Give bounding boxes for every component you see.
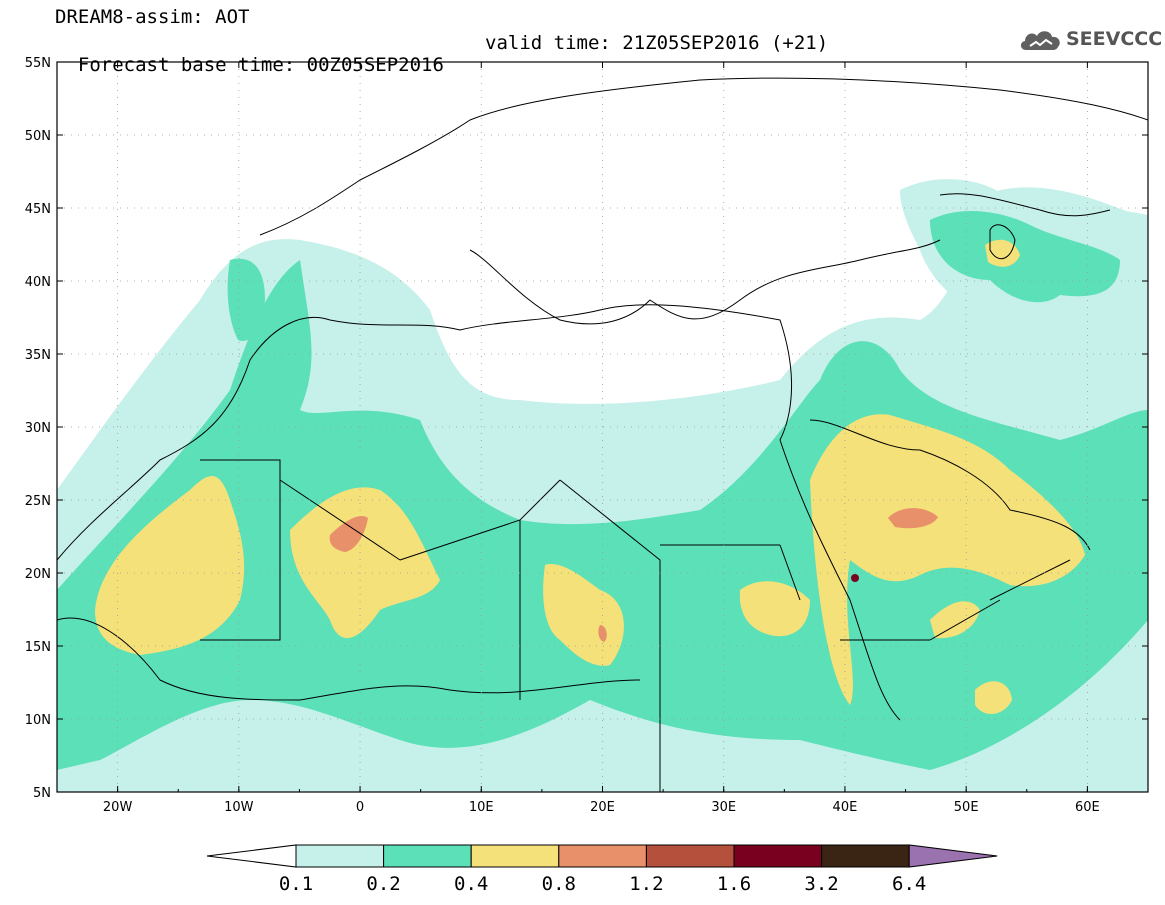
lat-label: 15N [25, 640, 51, 655]
lat-label: 30N [25, 421, 51, 436]
seevccc-logo: SEEVCCC [1018, 24, 1162, 56]
colorbar-swatch [645, 844, 735, 868]
lat-label: 5N [33, 786, 51, 801]
colorbar-swatch [383, 844, 472, 868]
grid-lines [57, 61, 1148, 793]
aot-level-0.8 [329, 508, 938, 642]
coastlines [57, 77, 1148, 792]
lat-label: 40N [25, 275, 51, 290]
aot-level-0.2 [57, 210, 1148, 770]
longitude-labels: 20W 10W 0 10E 20E 30E 40E 50E 60E [103, 800, 1100, 815]
colorbar-level-label: 0.8 [542, 873, 576, 895]
colorbar-level-label: 1.6 [717, 873, 751, 895]
latitude-labels: 55N 50N 45N 40N 35N 30N 25N 20N 15N 10N 5N [25, 56, 51, 801]
colorbar-swatch [821, 844, 910, 868]
colorbar-swatch [295, 844, 385, 868]
lon-label: 10E [469, 800, 494, 815]
lon-label: 0 [356, 800, 364, 815]
colorbar [206, 844, 998, 868]
lon-label: 20E [590, 800, 615, 815]
colorbar-level-label: 0.2 [366, 873, 400, 895]
lon-label: 20W [103, 800, 133, 815]
aot-level-1.6 [851, 574, 859, 582]
aot-level-0.4 [95, 239, 1085, 715]
lon-label: 50E [954, 800, 979, 815]
axis-ticks [56, 61, 1149, 793]
forecast-times: Forecast base time: 00Z05SEP2016 valid t… [55, 32, 828, 98]
base-time: Forecast base time: 00Z05SEP2016 [77, 54, 444, 76]
valid-time: valid time: 21Z05SEP2016 (+21) [485, 32, 829, 54]
colorbar-labels: 0.1 0.2 0.4 0.8 1.2 1.6 3.2 6.4 [279, 873, 927, 895]
lon-label: 10W [224, 800, 254, 815]
lat-label: 35N [25, 348, 51, 363]
colorbar-swatch [733, 844, 823, 868]
lon-label: 40E [833, 800, 858, 815]
colorbar-under-arrow [206, 844, 297, 868]
lat-label: 50N [25, 129, 51, 144]
colorbar-level-label: 0.4 [454, 873, 488, 895]
map-title: DREAM8-assim: AOT [55, 6, 250, 28]
colorbar-level-label: 6.4 [892, 873, 926, 895]
cloud-icon [1020, 31, 1060, 50]
logo-text: SEEVCCC [1066, 28, 1163, 50]
lat-label: 45N [25, 202, 51, 217]
aot-fields [57, 179, 1148, 792]
lat-label: 55N [25, 56, 51, 71]
lat-label: 10N [25, 713, 51, 728]
colorbar-level-label: 0.1 [279, 873, 313, 895]
colorbar-level-label: 3.2 [804, 873, 838, 895]
lat-label: 25N [25, 494, 51, 509]
colorbar-level-label: 1.2 [629, 873, 663, 895]
lat-label: 20N [25, 567, 51, 582]
colorbar-swatch [470, 844, 560, 868]
lon-label: 30E [711, 800, 736, 815]
lon-label: 60E [1075, 800, 1100, 815]
colorbar-swatch [558, 844, 647, 868]
colorbar-over-arrow [908, 844, 998, 868]
